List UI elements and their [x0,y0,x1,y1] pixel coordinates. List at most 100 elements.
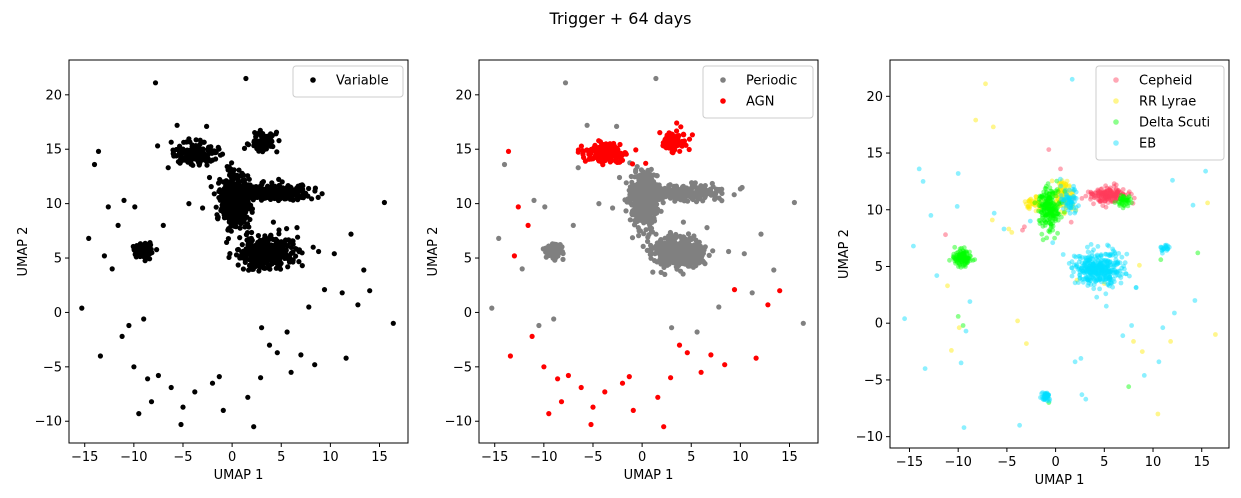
scatter-point [201,151,208,157]
legend-label: RR Lyrae [1139,95,1196,110]
y-tick-label: −5 [43,360,62,375]
scatter-point [991,210,997,216]
y-axis-label: UMAP 2 [426,227,441,277]
scatter-point [293,191,299,197]
scatter-point [581,154,587,161]
scatter-point [1091,201,1096,207]
x-tick-label: −10 [944,455,971,470]
scatter-point [645,217,651,223]
scatter-point [1063,196,1069,202]
scatter-point [1097,267,1102,273]
scatter-point [667,182,673,188]
scatter-point [1131,339,1136,344]
scatter-point [361,267,367,273]
scatter-point [1039,231,1045,237]
scatter-point [658,208,664,214]
scatter-point [271,248,277,254]
scatter-point [253,144,259,150]
scatter-point [197,137,203,143]
legend-label: Periodic [746,74,797,89]
scatter-point [148,242,154,248]
scatter-point [616,174,623,181]
scatter-point [224,207,230,213]
scatter-point [556,243,562,249]
scatter-point [306,185,312,192]
scatter-point [233,252,240,258]
y-tick-label: 5 [464,252,472,267]
scatter-point [109,266,115,272]
scatter-point [943,232,948,238]
scatter-point [676,342,683,348]
scatter-point [1107,260,1112,265]
scatter-point [529,333,535,339]
x-tick-label: 15 [781,450,798,465]
scatter-point [321,287,328,293]
scatter-point [267,140,273,146]
scatter-point [180,404,186,410]
scatter-point [671,136,677,143]
scatter-point [565,372,572,379]
scatter-point [678,124,684,130]
scatter-point [148,399,155,405]
scatter-point [614,159,620,165]
scatter-point [91,161,98,168]
scatter-point [972,257,978,262]
scatter-point [1085,244,1090,250]
scatter-point [252,253,258,260]
scatter-point [306,304,312,310]
scatter-point [79,305,85,311]
scatter-point [1024,341,1029,346]
scatter-point [339,290,345,296]
x-tick-label: −10 [530,450,557,465]
scatter-point [958,360,964,366]
scatter-point [86,235,92,241]
scatter-point [1104,185,1110,191]
scatter-point [663,135,669,141]
y-tick-label: 5 [875,260,883,275]
x-tick-label: 10 [732,450,749,465]
scatter-point [674,128,680,134]
scatter-point [954,204,960,209]
scatter-point [1195,250,1201,256]
scatter-point [312,362,318,368]
scatter-point [684,193,690,199]
scatter-point [141,242,148,248]
scatter-point [1085,189,1091,195]
scatter-point [274,252,280,258]
scatter-point [212,149,218,155]
scatter-point [771,267,777,273]
scatter-point [645,238,651,244]
scatter-point [249,237,255,243]
scatter-point [209,380,216,386]
scatter-point [666,130,672,136]
scatter-point [654,173,660,179]
scatter-point [627,217,633,223]
scatter-point [966,256,972,262]
scatter-point [623,180,629,186]
scatter-point [253,137,259,143]
scatter-point [661,424,667,430]
scatter-point [670,142,676,148]
scatter-point [947,257,952,263]
scatter-point [257,127,263,133]
scatter-point [1058,166,1063,172]
scatter-point [661,143,668,149]
scatter-point [967,299,973,304]
scatter-point [240,177,246,183]
scatter-point [650,269,656,275]
scatter-point [231,193,237,199]
x-tick-label: 15 [1193,455,1210,470]
scatter-point [367,288,373,294]
scatter-point [132,204,138,210]
legend-box [292,65,404,98]
scatter-point [1063,187,1068,193]
scatter-point [195,159,201,165]
x-tick-label: 5 [277,450,285,465]
scatter-point [176,146,182,152]
scatter-point [594,152,600,158]
scatter-point [1141,373,1147,378]
scatter-point [642,197,648,203]
scatter-point [220,190,226,196]
scatter-point [1017,422,1022,428]
